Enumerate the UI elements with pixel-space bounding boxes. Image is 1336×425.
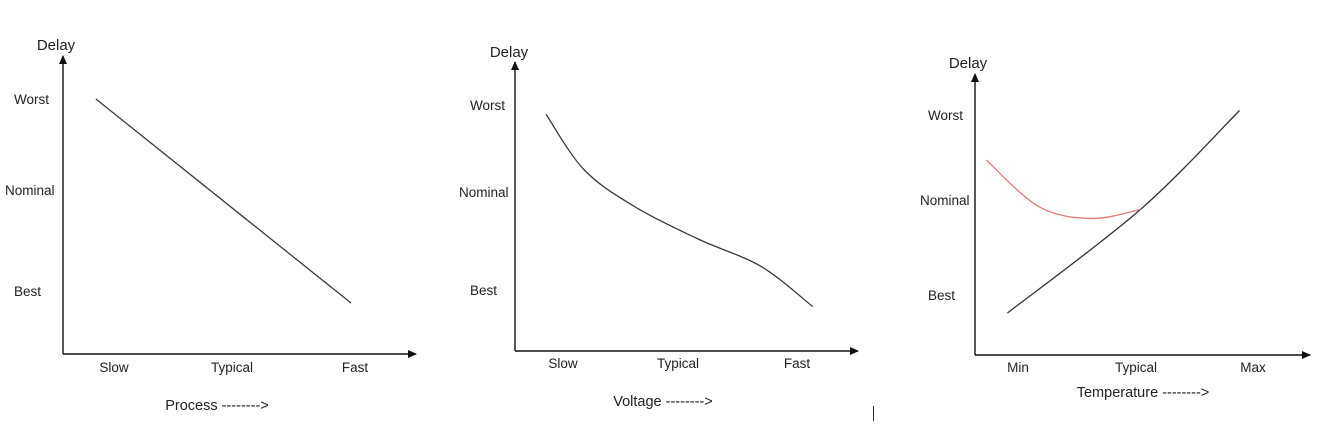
y-tick-label-worst: Worst: [470, 98, 505, 113]
chart-2: Delay Voltage --------> Worst Nominal Best Sl…: [459, 44, 859, 410]
y-tick-label-best: Best: [470, 283, 497, 298]
chart-3: Delay Temperature --------> Worst Nominal Be…: [920, 55, 1311, 401]
y-tick-label-worst: Worst: [928, 108, 963, 123]
x-tick-label-typical: Typical: [657, 356, 699, 371]
x-tick-label-slow: Slow: [99, 360, 129, 375]
series-line-1: [1007, 110, 1241, 314]
x-tick-label-fast: Fast: [784, 356, 811, 371]
y-axis-title: Delay: [37, 37, 76, 54]
chart-1: Delay Process --------> Worst Nominal Best Sl…: [5, 37, 417, 414]
series-line-1: [545, 113, 814, 308]
x-tick-label-typical: Typical: [1115, 360, 1157, 375]
x-tick-label-fast: Fast: [342, 360, 369, 375]
x-tick-label-max: Max: [1240, 360, 1266, 375]
y-tick-label-best: Best: [14, 284, 41, 299]
y-tick-label-nominal: Nominal: [920, 193, 970, 208]
x-axis-title: Voltage -------->: [613, 394, 713, 410]
x-axis-title: Process -------->: [165, 398, 269, 414]
series-line-1: [95, 98, 352, 304]
y-axis-title: Delay: [949, 55, 988, 72]
x-tick-label-typical: Typical: [211, 360, 253, 375]
stray-mark: [873, 406, 875, 421]
y-tick-label-nominal: Nominal: [459, 185, 509, 200]
y-tick-label-worst: Worst: [14, 92, 49, 107]
x-axis-title: Temperature -------->: [1077, 385, 1210, 401]
y-axis-title: Delay: [490, 44, 529, 61]
x-tick-label-min: Min: [1007, 360, 1029, 375]
x-tick-label-slow: Slow: [548, 356, 578, 371]
y-tick-label-nominal: Nominal: [5, 183, 55, 198]
y-tick-label-best: Best: [928, 288, 955, 303]
series-line-2: [985, 159, 1141, 220]
